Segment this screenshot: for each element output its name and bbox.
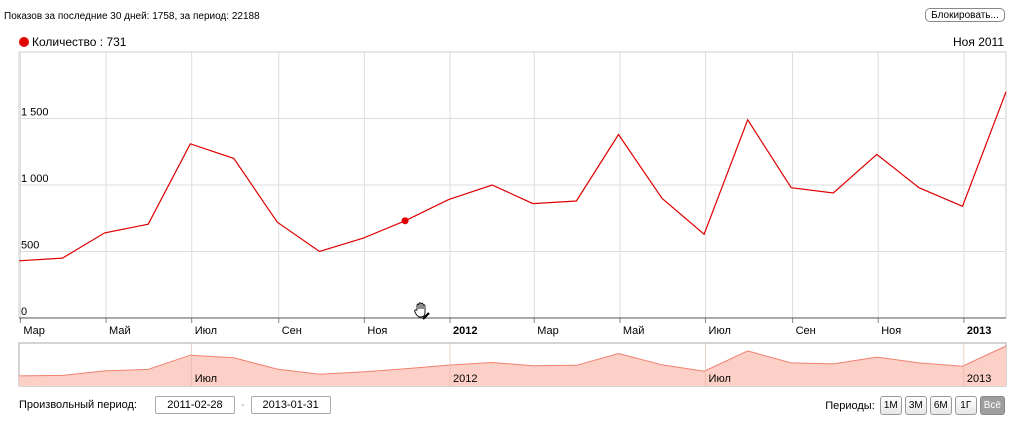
custom-range-label: Произвольный период: (19, 399, 137, 411)
legend-dot-icon (19, 37, 29, 47)
block-button[interactable]: Блокировать... (925, 8, 1005, 22)
highlight-point (401, 217, 409, 225)
y-tick-label: 1 500 (21, 107, 49, 119)
x-tick-label: Мар (23, 325, 45, 337)
series-line (18, 91, 1007, 262)
x-tick-label: 2012 (453, 325, 477, 337)
period-1y-button[interactable]: 1Г (954, 396, 977, 415)
period-all-button[interactable]: Всё (979, 396, 1005, 415)
x-tick-label: Сен (282, 325, 302, 337)
y-tick-label: 500 (21, 240, 39, 252)
x-tick-label: Ноя (367, 325, 387, 337)
stats-summary: Показов за последние 30 дней: 1758, за п… (4, 11, 260, 22)
period-6m-button[interactable]: 6М (929, 396, 952, 415)
legend-label: Количество : 731 (32, 35, 127, 49)
x-tick-label: Май (623, 325, 645, 337)
navigator-line (18, 345, 1007, 377)
x-tick-label: 2013 (967, 325, 991, 337)
navigator-label: 2013 (967, 373, 991, 385)
navigator-label: 2012 (453, 373, 477, 385)
range-separator: - (240, 399, 245, 411)
x-tick-label: Май (109, 325, 131, 337)
legend: Количество : 731 (19, 35, 126, 49)
x-tick-label: Июл (195, 325, 217, 337)
x-tick-label: Мар (537, 325, 559, 337)
hover-date: Ноя 2011 (953, 35, 1004, 49)
navigator-label: Июл (195, 373, 217, 385)
y-tick-label: 1 000 (21, 173, 49, 185)
period-selector: Периоды: 1М 3М 6М 1Г Всё (825, 396, 1005, 415)
navigator-label: Июл (709, 373, 731, 385)
navigator-area (19, 346, 1006, 386)
x-tick-label: Ноя (881, 325, 901, 337)
periods-label: Периоды: (825, 399, 875, 412)
custom-range: Произвольный период: - (19, 396, 335, 414)
period-3m-button[interactable]: 3М (904, 396, 927, 415)
date-to-input[interactable] (250, 396, 331, 414)
date-from-input[interactable] (154, 396, 235, 414)
period-1m-button[interactable]: 1М (879, 396, 902, 415)
hand-cursor-icon (414, 302, 430, 320)
x-tick-label: Июл (709, 325, 731, 337)
x-tick-label: Сен (796, 325, 816, 337)
y-tick-label: 0 (21, 306, 27, 318)
